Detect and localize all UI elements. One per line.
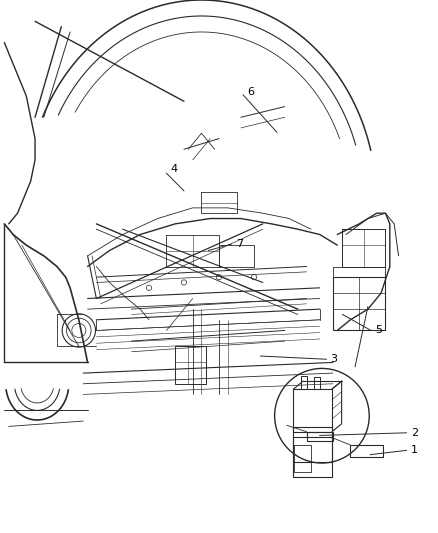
Bar	[307, 432, 333, 441]
Text: 4: 4	[171, 165, 178, 174]
Text: 1: 1	[411, 446, 418, 455]
Text: 5: 5	[375, 326, 382, 335]
Text: 3: 3	[330, 354, 337, 364]
Text: 6: 6	[247, 87, 254, 96]
Text: 2: 2	[411, 428, 418, 438]
Bar	[350, 445, 383, 457]
Text: 7: 7	[236, 239, 243, 249]
